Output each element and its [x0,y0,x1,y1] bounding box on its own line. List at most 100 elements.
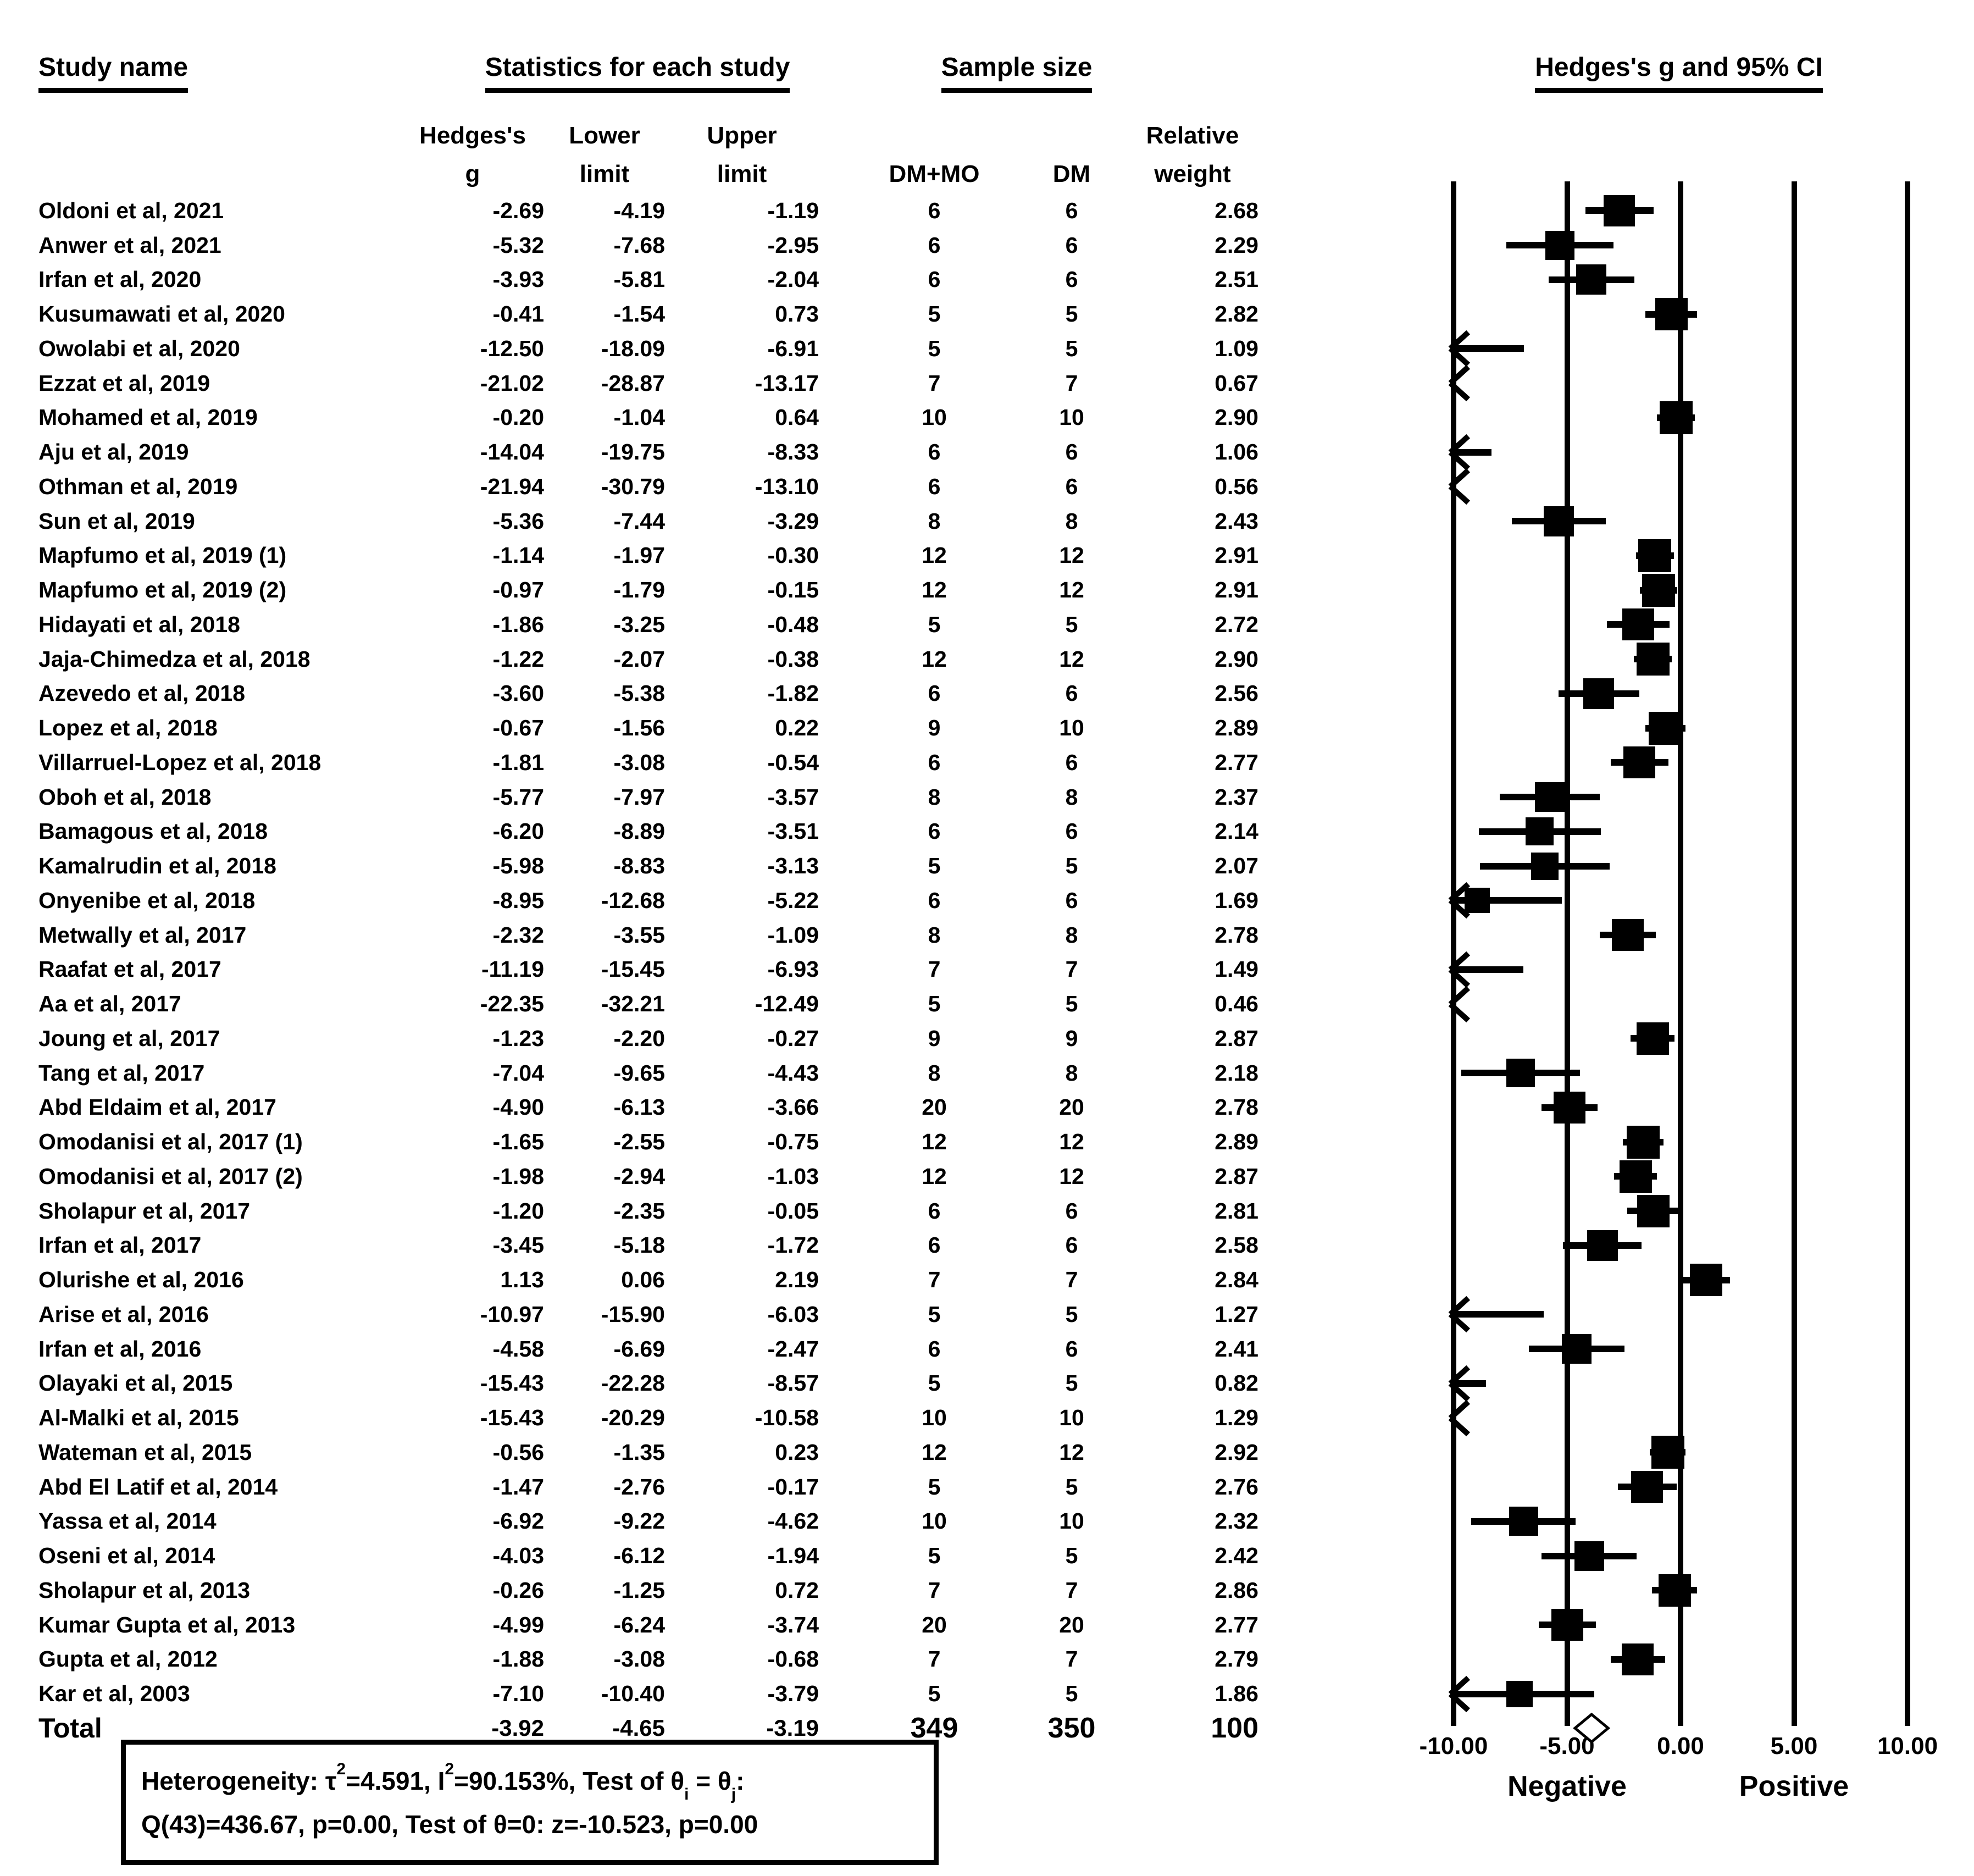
lower-limit-value: -7.68 [613,232,665,258]
table-row: Joung et al, 2017 -1.23 -2.20 -0.27 9 9 2.87 [38,1021,1258,1056]
sample-dmmo-value: 6 [928,1198,941,1224]
sample-dmmo-value: 12 [922,1129,947,1155]
relative-weight-value: 2.77 [1215,1612,1258,1637]
sample-dmmo-value: 7 [928,1646,941,1672]
lower-limit-value: -28.87 [601,370,665,396]
relative-weight-value: 2.86 [1215,1577,1258,1603]
axis-tick-label: 0.00 [1657,1733,1704,1759]
lower-limit-value: -8.89 [613,818,665,844]
subheader-upper-limit: Upper limit [707,122,777,187]
lower-limit-value: -6.12 [613,1543,665,1569]
table-row: Abd El Latif et al, 2014 -1.47 -2.76 -0.17 5… [38,1470,1258,1504]
upper-limit-value: -3.13 [767,853,819,879]
sample-dmmo-value: 5 [928,301,941,327]
sample-dmmo-value: 6 [928,197,941,223]
lower-limit-value: -8.83 [613,853,665,879]
effect-square [1642,573,1675,607]
relative-weight-value: 2.91 [1215,543,1258,568]
hedges-g-value: -14.04 [480,439,544,465]
ci-line [1454,449,1491,456]
hedges-g-value: -4.99 [492,1612,544,1637]
sample-dmmo-value: 6 [928,1232,941,1258]
study-name: Metwally et al, 2017 [38,922,247,948]
axis-tick-label: -10.00 [1419,1733,1488,1759]
sample-dmmo-value: 6 [928,267,941,292]
hedges-g-value: -7.10 [492,1681,544,1707]
sample-dmmo-value: 5 [928,1543,941,1569]
axis-gridline [1678,181,1683,1726]
study-name: Yassa et al, 2014 [38,1508,217,1534]
axis-gridline [1791,181,1797,1726]
sample-dm-value: 6 [1065,680,1078,706]
upper-limit-value: -0.27 [767,1025,819,1051]
lower-limit-value: -12.68 [601,887,665,913]
upper-limit-value: 0.22 [775,715,819,741]
sample-dm-value: 12 [1059,646,1084,672]
sample-dm-value: 10 [1059,1508,1084,1534]
sample-dmmo-value: 10 [922,1508,947,1534]
study-name: Bamagous et al, 2018 [38,818,268,844]
upper-limit-value: -2.04 [767,267,819,292]
lower-limit-value: -5.81 [613,267,665,292]
relative-weight-value: 1.09 [1215,335,1258,361]
sample-dmmo-value: 10 [922,1405,947,1431]
sample-dmmo-value: 6 [928,1336,941,1362]
sample-dm-value: 5 [1065,335,1078,361]
lower-limit-value: -9.22 [613,1508,665,1534]
lower-limit-value: -5.18 [613,1232,665,1258]
relative-weight-value: 2.58 [1215,1232,1258,1258]
study-name: Kusumawati et al, 2020 [38,301,285,327]
sample-dm-value: 6 [1065,887,1078,913]
effect-square [1619,1160,1652,1193]
upper-limit-value: -1.03 [767,1163,819,1189]
study-name: Wateman et al, 2015 [38,1439,252,1465]
effect-square [1587,1230,1618,1261]
upper-limit-value: -6.91 [767,335,819,361]
study-name: Mapfumo et al, 2019 (2) [38,577,287,603]
sample-dm-value: 6 [1065,267,1078,292]
lower-limit-value: -3.08 [613,749,665,775]
study-name: Oboh et al, 2018 [38,784,212,810]
study-name: Abd Eldaim et al, 2017 [38,1094,276,1120]
table-row: Kamalrudin et al, 2018 -5.98 -8.83 -3.13 5 5 2… [38,849,1258,883]
upper-limit-value: -0.17 [767,1474,819,1499]
upper-limit-value: -3.29 [767,508,819,534]
upper-limit-value: -13.10 [755,473,819,499]
axis-gridline [1451,181,1456,1726]
upper-limit-value: -3.66 [767,1094,819,1120]
upper-limit-value: 0.73 [775,301,819,327]
upper-limit-value: -4.62 [767,1508,819,1534]
table-row: Onyenibe et al, 2018 -8.95 -12.68 -5.22 6 6 1.… [38,883,1258,918]
subheader-relative-weight: Relative weight [1146,122,1239,187]
sample-dmmo-value: 6 [928,473,941,499]
study-name: Joung et al, 2017 [38,1025,220,1051]
subheader-hedges-g: Hedges's g [419,122,526,187]
sample-dm-value: 7 [1065,1577,1078,1603]
table-row: Olayaki et al, 2015 -15.43 -22.28 -8.57 5 5 0.… [38,1366,1258,1401]
table-row: Sholapur et al, 2017 -1.20 -2.35 -0.05 6 6 2.8… [38,1194,1258,1228]
study-name: Sun et al, 2019 [38,508,195,534]
relative-weight-value: 2.89 [1215,715,1258,741]
sample-dm-value: 7 [1065,370,1078,396]
table-row: Lopez et al, 2018 -0.67 -1.56 0.22 9 10 2.89 [38,711,1258,745]
study-name: Lopez et al, 2018 [38,715,218,741]
sample-dm-value: 8 [1065,922,1078,948]
hedges-g-value: -21.02 [480,370,544,396]
relative-weight-value: 2.37 [1215,784,1258,810]
upper-limit-value: -6.93 [767,956,819,982]
sample-dm-value: 5 [1065,1681,1078,1707]
relative-weight-value: 1.86 [1215,1681,1258,1707]
sample-dmmo-value: 20 [922,1094,947,1120]
effect-square [1534,782,1565,812]
sample-dm-value: 6 [1065,232,1078,258]
table-row: Othman et al, 2019 -21.94 -30.79 -13.10 6 6 0.… [38,469,1258,504]
relative-weight-value: 0.46 [1215,991,1258,1017]
sample-dmmo-value: 7 [928,1577,941,1603]
sample-dm-value: 12 [1059,1163,1084,1189]
hedges-g-value: -5.77 [492,784,544,810]
relative-weight-value: 2.79 [1215,1646,1258,1672]
study-name-header: Study name [38,52,188,93]
hedges-g-value: -1.20 [492,1198,544,1224]
hedges-g-value: -11.19 [481,956,544,982]
